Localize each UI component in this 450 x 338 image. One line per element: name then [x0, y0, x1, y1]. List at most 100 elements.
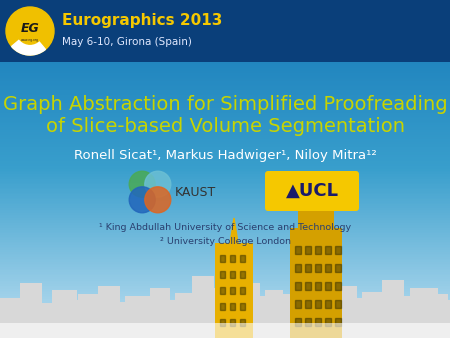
Bar [0, 329, 450, 331]
Bar [0, 161, 450, 164]
Bar [0, 46, 450, 49]
Bar [0, 212, 450, 215]
Bar [0, 301, 450, 304]
Bar [0, 26, 450, 29]
Bar [0, 72, 450, 74]
Bar [0, 175, 450, 177]
Bar [0, 210, 450, 213]
Bar [0, 313, 450, 316]
Bar [0, 298, 28, 338]
Bar [0, 116, 450, 118]
Bar [0, 295, 450, 297]
Bar [0, 55, 450, 57]
Bar [0, 80, 450, 83]
Bar [0, 165, 450, 167]
Bar [150, 288, 170, 338]
Bar [208, 288, 226, 338]
Circle shape [17, 18, 43, 44]
Bar [0, 83, 450, 86]
Bar [0, 87, 450, 90]
Bar [0, 0, 450, 2]
Bar [0, 16, 450, 19]
Bar [0, 182, 450, 184]
Bar [0, 109, 450, 112]
Bar [0, 70, 450, 73]
Bar [0, 315, 450, 318]
Bar [335, 264, 341, 272]
Bar [0, 203, 450, 206]
Text: May 6-10, Girona (Spain): May 6-10, Girona (Spain) [62, 37, 192, 47]
Bar [0, 327, 450, 330]
Bar [325, 246, 331, 254]
Bar [0, 225, 450, 228]
Bar [0, 237, 450, 240]
Text: www.eg.org: www.eg.org [21, 38, 39, 42]
Bar [240, 287, 245, 294]
Bar [0, 224, 450, 226]
Bar [0, 312, 450, 314]
Bar [0, 335, 450, 338]
Circle shape [129, 187, 155, 213]
Bar [0, 323, 450, 338]
Bar [0, 119, 450, 122]
Bar [0, 112, 450, 115]
Bar [0, 266, 450, 269]
Bar [0, 34, 450, 37]
Bar [0, 114, 450, 117]
Bar [0, 129, 450, 132]
Bar [440, 300, 450, 338]
Bar [335, 246, 341, 254]
Bar [0, 14, 450, 17]
Bar [0, 102, 450, 105]
Bar [0, 43, 450, 46]
Bar [0, 195, 450, 198]
Bar [335, 300, 341, 308]
Bar [230, 271, 235, 278]
Circle shape [145, 171, 171, 197]
Bar [0, 63, 450, 66]
Bar [0, 274, 450, 277]
Bar [0, 252, 450, 255]
Bar [0, 222, 450, 225]
Bar [0, 19, 450, 22]
Bar [0, 94, 450, 96]
Bar [0, 173, 450, 176]
Bar [0, 215, 450, 218]
Bar [325, 300, 331, 308]
Bar [0, 60, 450, 63]
Bar [0, 53, 450, 56]
Bar [232, 283, 260, 338]
Bar [278, 294, 308, 338]
Bar [0, 141, 450, 144]
Bar [398, 296, 416, 338]
Bar [290, 228, 342, 338]
Bar [318, 302, 338, 338]
Bar [0, 153, 450, 155]
Bar [305, 264, 311, 272]
Bar [0, 124, 450, 127]
Bar [0, 268, 450, 270]
Bar [0, 249, 450, 252]
Text: Graph Abstraction for Simplified Proofreading: Graph Abstraction for Simplified Proofre… [3, 96, 447, 115]
Bar [0, 320, 450, 323]
Bar [0, 45, 450, 47]
Bar [325, 264, 331, 272]
Bar [0, 104, 450, 106]
Bar [0, 148, 450, 150]
Bar [0, 190, 450, 193]
Bar [220, 287, 225, 294]
Bar [112, 302, 130, 338]
Bar [0, 107, 450, 110]
Bar [0, 40, 450, 42]
Bar [0, 246, 450, 248]
Bar [0, 332, 450, 335]
Bar [0, 269, 450, 272]
Text: ¹ King Abdullah University of Science and Technology: ¹ King Abdullah University of Science an… [99, 223, 351, 233]
Bar [0, 29, 450, 32]
Bar [0, 75, 450, 78]
Bar [0, 134, 450, 137]
Text: ▲UCL: ▲UCL [285, 182, 338, 200]
Bar [78, 294, 108, 338]
Bar [265, 290, 283, 338]
Bar [0, 136, 450, 139]
